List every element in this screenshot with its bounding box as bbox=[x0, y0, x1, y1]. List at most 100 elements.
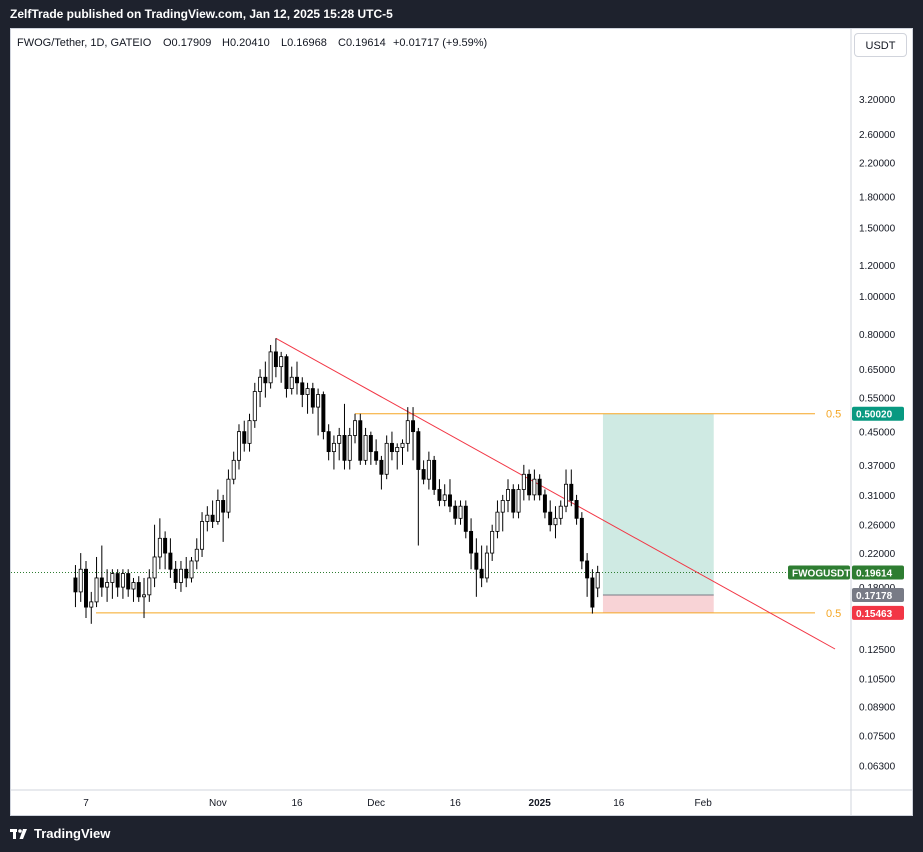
candle[interactable] bbox=[99, 545, 104, 597]
candle[interactable] bbox=[384, 435, 389, 480]
candle[interactable] bbox=[295, 361, 299, 395]
loss-zone[interactable] bbox=[602, 595, 714, 613]
candle[interactable] bbox=[194, 538, 199, 570]
candle[interactable] bbox=[500, 494, 505, 532]
candle[interactable] bbox=[268, 344, 273, 389]
candle[interactable] bbox=[474, 538, 479, 597]
candle[interactable] bbox=[400, 439, 405, 465]
candle[interactable] bbox=[558, 500, 563, 525]
candle[interactable] bbox=[215, 489, 220, 525]
candle[interactable] bbox=[579, 512, 584, 570]
candle[interactable] bbox=[184, 556, 189, 588]
tradingview-logo[interactable]: TradingView bbox=[10, 826, 110, 841]
candle[interactable] bbox=[231, 451, 236, 485]
candle[interactable] bbox=[506, 479, 510, 513]
candle[interactable] bbox=[426, 451, 431, 490]
candle[interactable] bbox=[479, 545, 484, 588]
candle[interactable] bbox=[432, 455, 437, 495]
candle[interactable] bbox=[305, 382, 310, 414]
candle[interactable] bbox=[416, 427, 421, 546]
candle[interactable] bbox=[453, 500, 458, 525]
candle[interactable] bbox=[542, 489, 547, 519]
candle[interactable] bbox=[273, 338, 278, 378]
trendline[interactable] bbox=[275, 337, 836, 650]
candle[interactable] bbox=[210, 500, 215, 529]
candle[interactable] bbox=[94, 556, 99, 608]
candle[interactable] bbox=[126, 569, 131, 597]
candle[interactable] bbox=[226, 469, 231, 519]
candle[interactable] bbox=[78, 553, 83, 602]
candle[interactable] bbox=[221, 494, 226, 542]
candle[interactable] bbox=[142, 577, 147, 619]
candle[interactable] bbox=[532, 469, 537, 501]
profit-zone[interactable] bbox=[602, 413, 714, 596]
candle[interactable] bbox=[168, 538, 173, 578]
candle[interactable] bbox=[411, 407, 416, 461]
candle[interactable] bbox=[316, 388, 321, 436]
candle[interactable] bbox=[73, 565, 78, 608]
candle[interactable] bbox=[353, 413, 358, 444]
candle[interactable] bbox=[358, 413, 363, 465]
candle[interactable] bbox=[442, 484, 447, 507]
candle[interactable] bbox=[342, 403, 347, 470]
candle[interactable] bbox=[258, 369, 263, 408]
candle[interactable] bbox=[300, 377, 305, 408]
candle[interactable] bbox=[484, 545, 489, 583]
candle[interactable] bbox=[310, 382, 315, 414]
candle[interactable] bbox=[495, 500, 500, 539]
candle[interactable] bbox=[284, 354, 289, 398]
candle[interactable] bbox=[537, 474, 542, 501]
candle[interactable] bbox=[374, 439, 379, 465]
candle[interactable] bbox=[347, 427, 352, 470]
candle[interactable] bbox=[242, 420, 247, 452]
candle[interactable] bbox=[136, 576, 141, 602]
candle[interactable] bbox=[252, 382, 257, 428]
candle[interactable] bbox=[189, 556, 194, 583]
candle[interactable] bbox=[463, 500, 468, 539]
candle[interactable] bbox=[395, 443, 400, 470]
candle[interactable] bbox=[564, 469, 569, 513]
candle[interactable] bbox=[405, 407, 410, 452]
candle[interactable] bbox=[205, 506, 210, 532]
candle[interactable] bbox=[447, 479, 452, 513]
candle[interactable] bbox=[389, 431, 394, 461]
candle[interactable] bbox=[321, 391, 326, 440]
chart-frame[interactable]: 0.5 0.5 3.20000 2.60000 2.20000 1.80000 1.500… bbox=[10, 28, 913, 816]
candle[interactable] bbox=[574, 494, 579, 525]
candle[interactable] bbox=[279, 351, 284, 383]
candlestick-chart[interactable]: 0.5 0.5 3.20000 2.60000 2.20000 1.80000 1.500… bbox=[11, 29, 912, 815]
currency-button[interactable]: USDT bbox=[854, 33, 907, 57]
candle[interactable] bbox=[131, 577, 136, 602]
candle[interactable] bbox=[289, 366, 294, 395]
candle[interactable] bbox=[200, 512, 205, 557]
candle[interactable] bbox=[511, 484, 516, 519]
candle[interactable] bbox=[157, 518, 162, 570]
candle[interactable] bbox=[331, 435, 336, 470]
candle[interactable] bbox=[421, 460, 426, 485]
candle[interactable] bbox=[569, 469, 574, 507]
candle[interactable] bbox=[84, 560, 88, 619]
candle[interactable] bbox=[437, 479, 442, 507]
candle[interactable] bbox=[548, 500, 553, 532]
candle[interactable] bbox=[521, 464, 526, 501]
candle[interactable] bbox=[368, 431, 373, 465]
candle[interactable] bbox=[147, 569, 152, 602]
candle[interactable] bbox=[458, 500, 463, 525]
candle[interactable] bbox=[247, 413, 252, 452]
candle[interactable] bbox=[553, 506, 558, 539]
candle[interactable] bbox=[363, 427, 368, 465]
candle[interactable] bbox=[590, 569, 595, 614]
candle[interactable] bbox=[595, 565, 600, 598]
candle[interactable] bbox=[152, 524, 157, 588]
candle[interactable] bbox=[527, 469, 532, 501]
candle[interactable] bbox=[105, 569, 110, 602]
candle[interactable] bbox=[236, 424, 241, 470]
candle[interactable] bbox=[173, 560, 178, 590]
candle[interactable] bbox=[326, 424, 331, 461]
candle[interactable] bbox=[120, 569, 125, 599]
candle[interactable] bbox=[469, 518, 474, 570]
candle[interactable] bbox=[379, 455, 384, 490]
candle[interactable] bbox=[585, 553, 590, 597]
candle[interactable] bbox=[110, 569, 115, 599]
candle[interactable] bbox=[89, 591, 94, 624]
